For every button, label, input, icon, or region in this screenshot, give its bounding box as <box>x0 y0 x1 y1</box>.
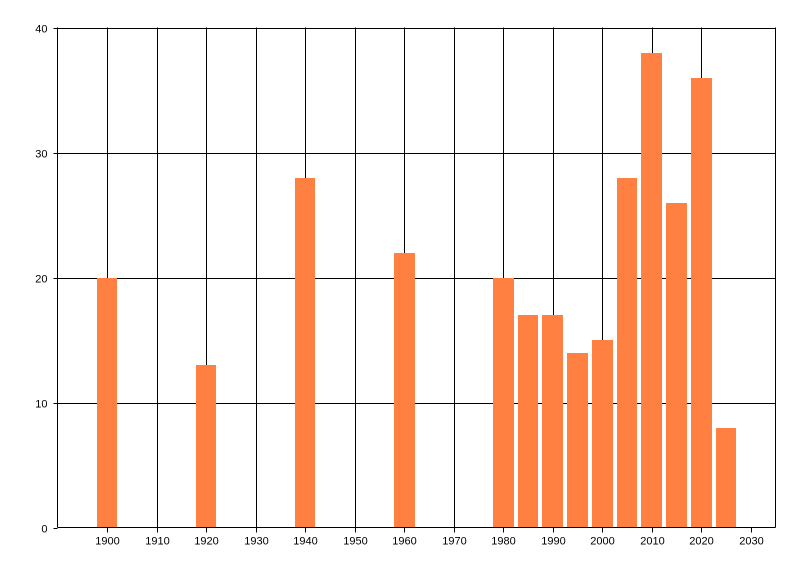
bar-2005 <box>617 178 637 528</box>
x-tick-label-2030: 2030 <box>739 536 763 548</box>
bar-2000 <box>592 340 613 528</box>
bar-1985 <box>518 315 538 528</box>
axes <box>57 27 776 528</box>
x-tick-label-2020: 2020 <box>689 536 713 548</box>
x-tick-label-2000: 2000 <box>590 536 614 548</box>
x-tick-label-2010: 2010 <box>640 536 664 548</box>
bar-1960 <box>394 253 415 528</box>
y-tick-label-40: 40 <box>35 24 47 36</box>
bar-2015 <box>666 203 687 528</box>
x-tick-label-1980: 1980 <box>491 536 515 548</box>
bar-1995 <box>567 353 588 528</box>
x-tick-label-1910: 1910 <box>145 536 169 548</box>
x-tick-label-1970: 1970 <box>442 536 466 548</box>
x-tick-label-1940: 1940 <box>293 536 317 548</box>
bar-2025 <box>716 428 736 528</box>
y-tick-label-10: 10 <box>35 399 47 411</box>
x-tick-label-1920: 1920 <box>194 536 218 548</box>
bar-1920 <box>196 365 216 528</box>
bars <box>97 53 736 528</box>
x-tick-label-1930: 1930 <box>244 536 268 548</box>
y-tick-label-30: 30 <box>35 149 47 161</box>
y-tick-label-0: 0 <box>41 524 47 536</box>
bar-2010 <box>641 53 662 528</box>
x-tick-label-1990: 1990 <box>541 536 565 548</box>
x-tick-label-1900: 1900 <box>95 536 119 548</box>
bar-1940 <box>295 178 315 528</box>
x-tick-label-1960: 1960 <box>392 536 416 548</box>
bar-1980 <box>493 278 514 528</box>
bar-1900 <box>97 278 117 528</box>
x-tick-label-1950: 1950 <box>343 536 367 548</box>
bar-2020 <box>691 78 712 528</box>
y-tick-label-20: 20 <box>35 274 47 286</box>
bar-1990 <box>542 315 563 528</box>
